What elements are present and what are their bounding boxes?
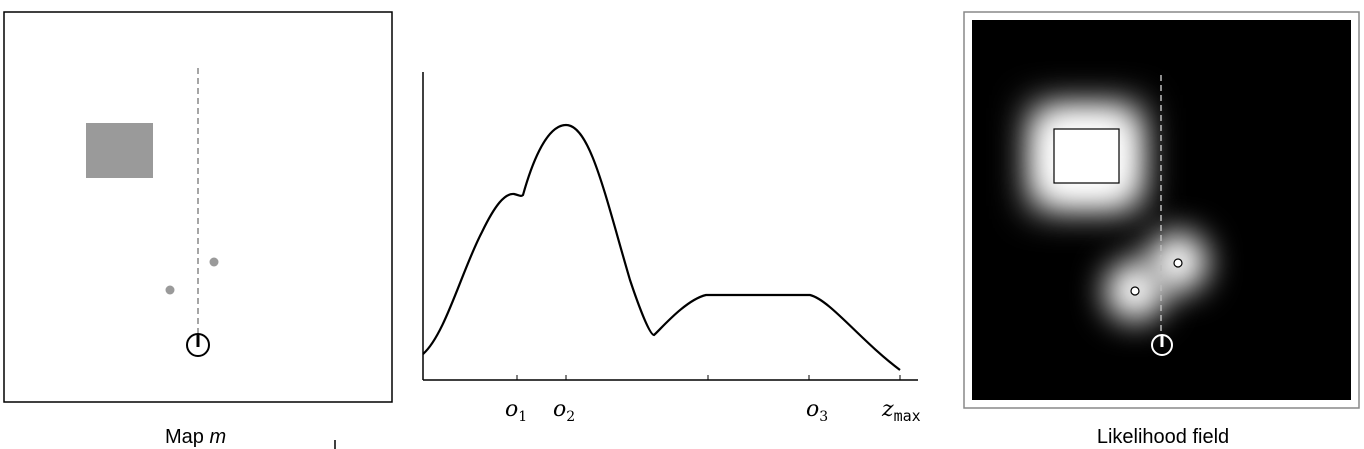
- map-caption: Map m: [165, 426, 226, 448]
- field-obstacle-outline: [1053, 128, 1120, 184]
- map-panel: [3, 11, 393, 403]
- field-point-marker: [1173, 258, 1183, 268]
- label-o1: o1: [505, 397, 527, 425]
- map-obstacle: [86, 123, 153, 178]
- likelihood-panel: [963, 11, 1360, 409]
- density-curve: [422, 123, 901, 371]
- robot-icon: [1151, 334, 1173, 356]
- field-point-marker: [1130, 286, 1140, 296]
- density-panel: [422, 72, 918, 381]
- label-zmax: zmax: [881, 397, 921, 425]
- map-point-obstacle: [165, 285, 175, 295]
- map-point-obstacle: [209, 257, 219, 267]
- robot-icon: [186, 333, 210, 357]
- label-o3: o3: [806, 397, 828, 425]
- label-o2: o2: [553, 397, 575, 425]
- likelihood-caption: Likelihood field: [1097, 426, 1229, 448]
- density-labels: o1 o2 o3 zmax: [505, 397, 921, 425]
